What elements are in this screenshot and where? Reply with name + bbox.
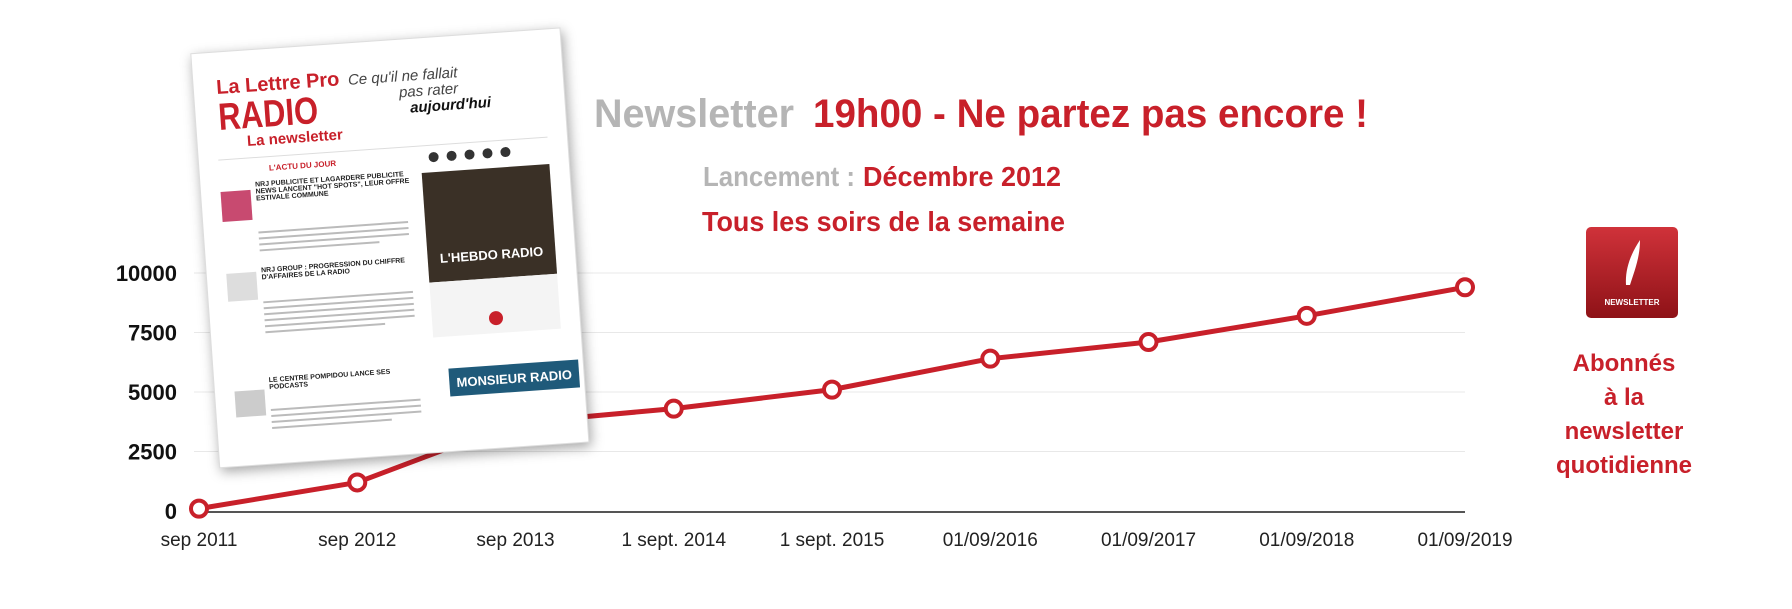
badge-line: quotidienne: [1556, 452, 1692, 479]
article-text: [258, 221, 409, 252]
article-thumb: [220, 189, 253, 222]
divider: [218, 136, 548, 161]
launch-date: Décembre 2012: [863, 161, 1061, 192]
plot: 0 2500 5000 7500 10000 sep 2011 sep 2012 sep 20…: [116, 261, 1513, 551]
preview-card: [190, 27, 590, 469]
badge: NEWSLETTER: [1586, 227, 1678, 318]
launch-label: Lancement :: [703, 161, 855, 192]
x-tick-label: 01/09/2019: [1417, 530, 1512, 551]
data-point: [663, 398, 684, 419]
y-tick-label: 0: [165, 499, 177, 524]
x-tick-label: 01/09/2017: [1101, 530, 1196, 551]
play-button: [488, 311, 503, 326]
brand-main: RADIO: [217, 90, 320, 139]
brand-sub: La newsletter: [246, 126, 343, 150]
data-point: [189, 498, 209, 519]
podcast-title: L'HEBDO RADIO: [439, 244, 543, 266]
data-point: [980, 348, 1001, 369]
x-tick-label: sep 2011: [161, 530, 238, 551]
article-text: [263, 290, 415, 334]
x-tick-label: 01/09/2016: [943, 530, 1038, 551]
data-point: [822, 379, 842, 400]
x-tick-label: sep 2012: [318, 530, 396, 551]
y-tick-label: 7500: [128, 321, 177, 346]
podcast-cover: [421, 164, 558, 283]
newsletter-preview: La Lettre Pro RADIO La newsletter Ce qu'…: [190, 27, 590, 469]
banner: [448, 359, 581, 397]
y-tick-label: 5000: [128, 380, 177, 405]
header: Newsletter 19h00 - Ne partez pas encore …: [594, 92, 1368, 237]
data-point: [1138, 332, 1159, 353]
badge-line: newsletter: [1565, 418, 1684, 445]
icon-label: NEWSLETTER: [1604, 298, 1659, 307]
x-tick-label: 1 sept. 2015: [780, 530, 885, 551]
y-tick-label: 2500: [128, 440, 177, 465]
article-text: [270, 398, 422, 430]
x-tick-label: 1 sept. 2014: [621, 530, 726, 551]
x-tick-label: 01/09/2018: [1259, 530, 1354, 551]
article-thumb: [226, 271, 259, 302]
data-point: [1296, 305, 1317, 326]
social-icons: [428, 147, 511, 163]
tagline: aujourd'hui: [410, 94, 493, 117]
badge-text: Abonnés à la newsletter quotidienne: [1556, 350, 1692, 479]
player: [429, 273, 561, 338]
article-thumb: [234, 389, 267, 418]
badge-line: à la: [1604, 384, 1645, 411]
data-point: [1455, 277, 1475, 298]
badge-line: Abonnés: [1573, 350, 1676, 377]
schedule: Tous les soirs de la semaine: [702, 206, 1065, 237]
data-point: [347, 472, 368, 493]
y-tick-label: 10000: [116, 261, 177, 286]
tagline: pas rater: [397, 80, 459, 101]
feather: [1625, 240, 1640, 285]
header-label: Newsletter: [594, 92, 794, 136]
x-tick-label: sep 2013: [476, 530, 554, 551]
header-title: 19h00 - Ne partez pas encore !: [813, 92, 1368, 136]
